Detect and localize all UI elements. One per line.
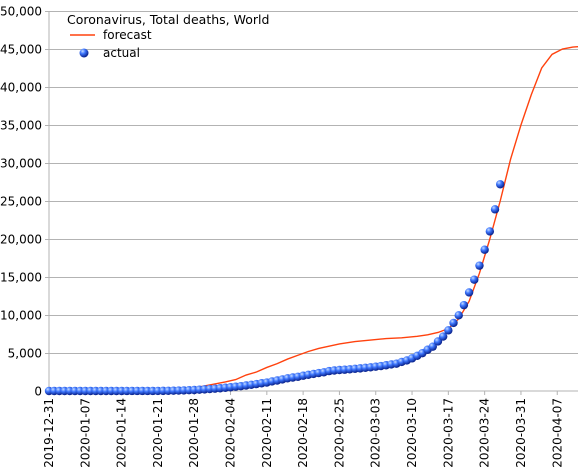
- x-tick-label: 2020-01-28: [187, 398, 201, 468]
- legend-label-actual: actual: [103, 46, 140, 60]
- x-tick-label: 2020-03-17: [441, 398, 455, 468]
- x-tick-label: 2020-02-04: [224, 398, 238, 468]
- x-tick-label: 2020-03-03: [369, 398, 383, 468]
- x-tick-label: 2020-03-31: [514, 398, 528, 468]
- x-tick-label: 2019-12-31: [42, 398, 56, 468]
- x-tick-label: 2020-02-25: [332, 398, 346, 468]
- actual-data-point: [438, 332, 448, 341]
- x-tick-label: 2020-02-18: [296, 398, 310, 468]
- series-actual: [44, 180, 505, 396]
- legend-label-forecast: forecast: [103, 28, 152, 42]
- x-tick-label: 2020-01-14: [115, 398, 129, 468]
- x-tick-label: 2020-01-07: [78, 398, 92, 468]
- x-tick-label: 2020-01-21: [151, 398, 165, 468]
- actual-data-point: [475, 261, 484, 270]
- actual-data-point: [490, 205, 500, 214]
- actual-data-point: [444, 326, 453, 335]
- y-tick-label: 20,000: [0, 233, 42, 247]
- actual-data-point: [449, 318, 458, 328]
- actual-data-point: [454, 311, 463, 320]
- actual-data-point: [496, 180, 505, 189]
- x-tick-label: 2020-03-10: [405, 398, 419, 468]
- legend-marker-actual: [79, 48, 89, 58]
- actual-data-point: [485, 227, 495, 236]
- x-tick-label: 2020-02-11: [260, 398, 274, 468]
- y-tick-label: 15,000: [0, 271, 42, 285]
- series-forecast: [49, 46, 579, 392]
- y-axis-ticks: 0 5,000 10,000 15,000 20,000 25,000 30,000 35,0…: [0, 5, 49, 399]
- chart-title: Coronavirus, Total deaths, World: [67, 12, 269, 27]
- y-tick-label: 25,000: [0, 195, 42, 209]
- y-tick-label: 35,000: [0, 119, 42, 133]
- forecast-line: [49, 46, 579, 392]
- actual-data-point: [459, 300, 469, 310]
- actual-data-point: [470, 275, 479, 284]
- actual-data-point: [480, 245, 489, 254]
- actual-data-point: [464, 288, 474, 297]
- actual-data-point: [428, 342, 437, 351]
- x-axis-ticks: 2019-12-31 2020-01-07 2020-01-14 2020-01-21…: [42, 391, 564, 468]
- y-tick-label: 5,000: [8, 347, 42, 361]
- x-tick-label: 2020-04-07: [550, 398, 564, 468]
- y-tick-label: 45,000: [0, 43, 42, 57]
- legend: Coronavirus, Total deaths, World forecas…: [67, 12, 269, 60]
- x-tick-label: 2020-03-24: [478, 398, 492, 468]
- y-tick-label: 30,000: [0, 157, 42, 171]
- gridlines: [49, 11, 578, 354]
- y-tick-label: 10,000: [0, 309, 42, 323]
- y-tick-label: 0: [34, 385, 42, 399]
- y-tick-label: 50,000: [0, 5, 42, 19]
- y-tick-label: 40,000: [0, 81, 42, 95]
